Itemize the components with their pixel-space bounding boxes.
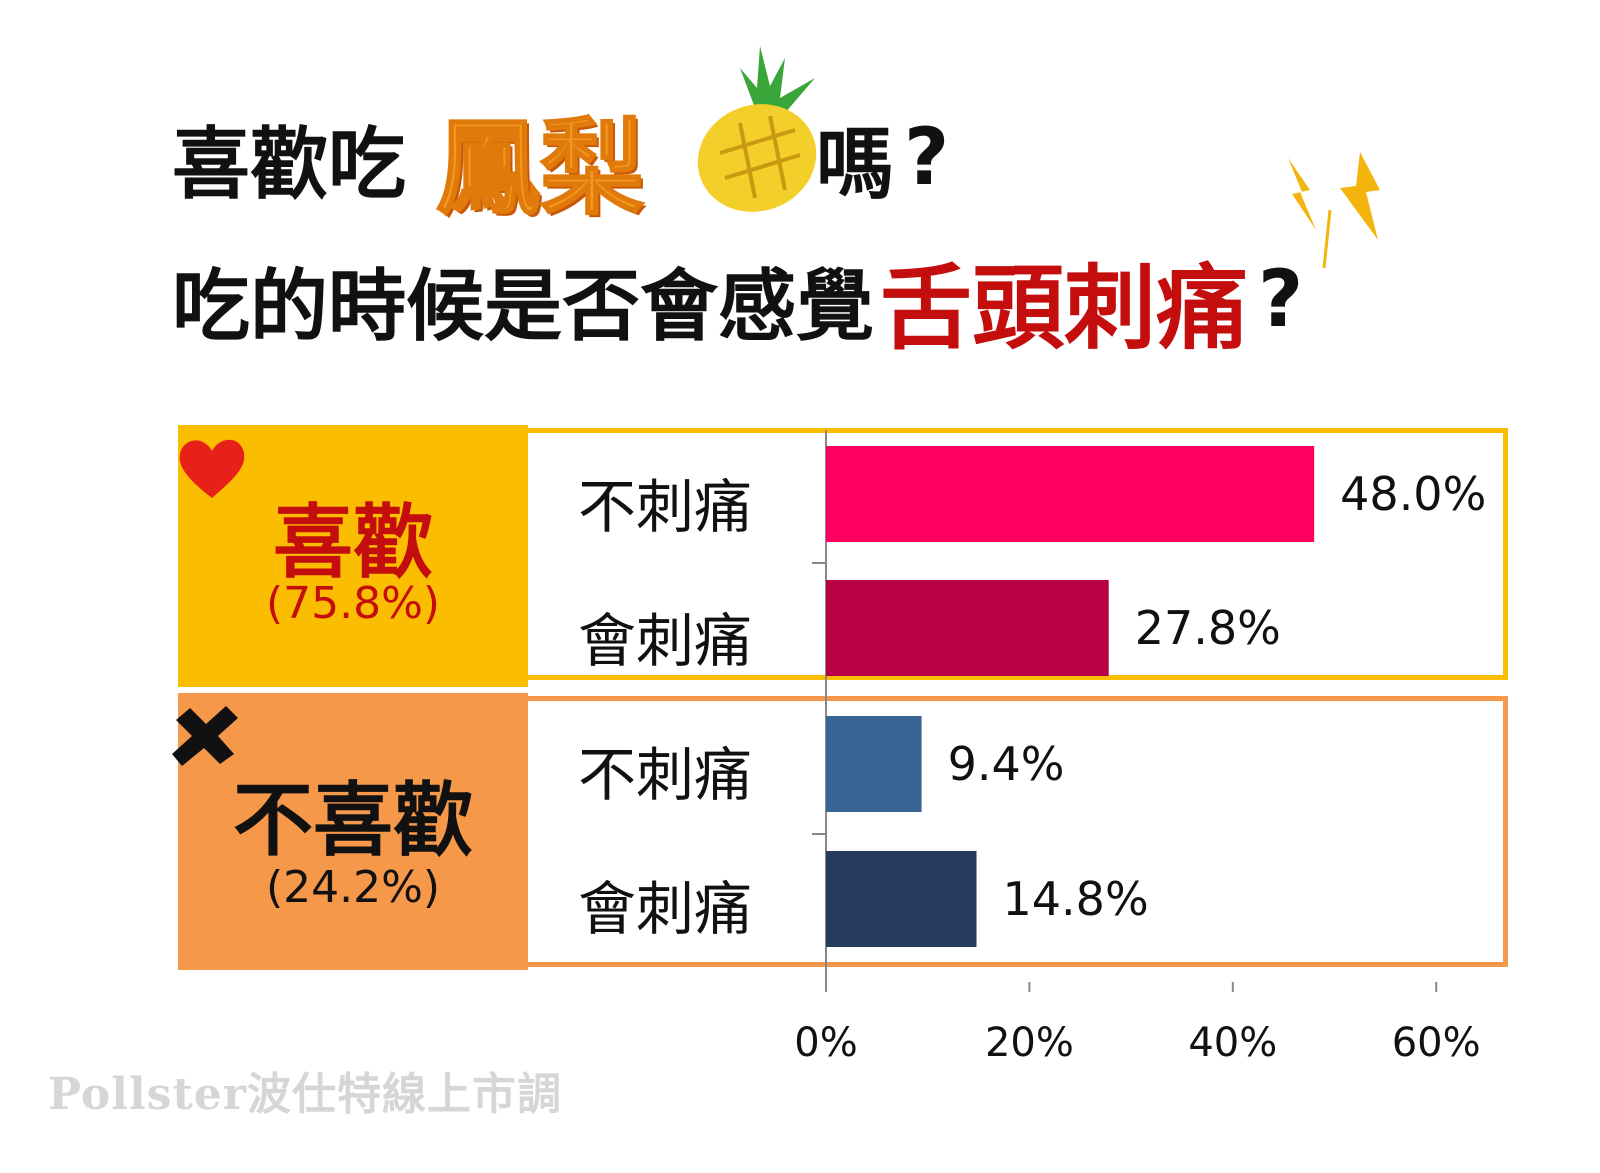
pineapple-icon <box>697 46 817 212</box>
row-label-like-pain: 會刺痛 <box>577 607 752 675</box>
row-label-dislike-pain: 會刺痛 <box>577 875 752 943</box>
title-tongue-pain-word: 舌頭刺痛 <box>880 254 1249 362</box>
group-frame-dislike <box>528 696 1508 967</box>
heart-icon <box>179 439 245 498</box>
bar <box>826 716 922 812</box>
title-line-1-prefix: 喜歡吃 <box>172 120 407 210</box>
group-pct-dislike: (24.2%) <box>265 862 441 913</box>
bar <box>826 851 977 947</box>
bar-value-label: 48.0% <box>1340 467 1486 521</box>
title-line-2-prefix: 吃的時候是否會感覺 <box>172 262 875 352</box>
group-label-dislike: 不喜歡 <box>233 774 473 867</box>
title-line-2: 吃的時候是否會感覺 舌頭刺痛 ? <box>172 250 1304 362</box>
bar-value-label: 9.4% <box>948 737 1065 791</box>
footer-watermark: Pollster波仕特線上市調 <box>48 1069 562 1120</box>
x-tick-label: 0% <box>794 1020 857 1066</box>
x-tick-label: 40% <box>1188 1020 1277 1066</box>
row-label-like-no-pain: 不刺痛 <box>577 473 752 541</box>
title-line-1: 喜歡吃 鳳梨 嗎 ? <box>172 106 950 230</box>
bar <box>826 580 1109 676</box>
group-label-like: 喜歡 <box>273 496 433 589</box>
row-label-dislike-no-pain: 不刺痛 <box>577 741 752 809</box>
title-pineapple-word: 鳳梨 <box>435 106 645 230</box>
x-tick-label: 60% <box>1392 1020 1481 1066</box>
title-line-1-suffix: 嗎 <box>816 120 895 210</box>
title-line-2-qmark: ? <box>1258 255 1304 345</box>
bar-value-label: 27.8% <box>1135 601 1281 655</box>
bar-value-label: 14.8% <box>1003 872 1149 926</box>
group-band-dislike <box>178 693 528 970</box>
bar <box>826 446 1315 542</box>
group-frame-like <box>528 428 1508 680</box>
cross-icon <box>172 706 238 766</box>
x-tick-label: 20% <box>985 1020 1074 1066</box>
lightning-icon <box>1288 152 1380 269</box>
title-line-1-qmark: ? <box>904 113 950 203</box>
group-pct-like: (75.8%) <box>265 578 441 629</box>
